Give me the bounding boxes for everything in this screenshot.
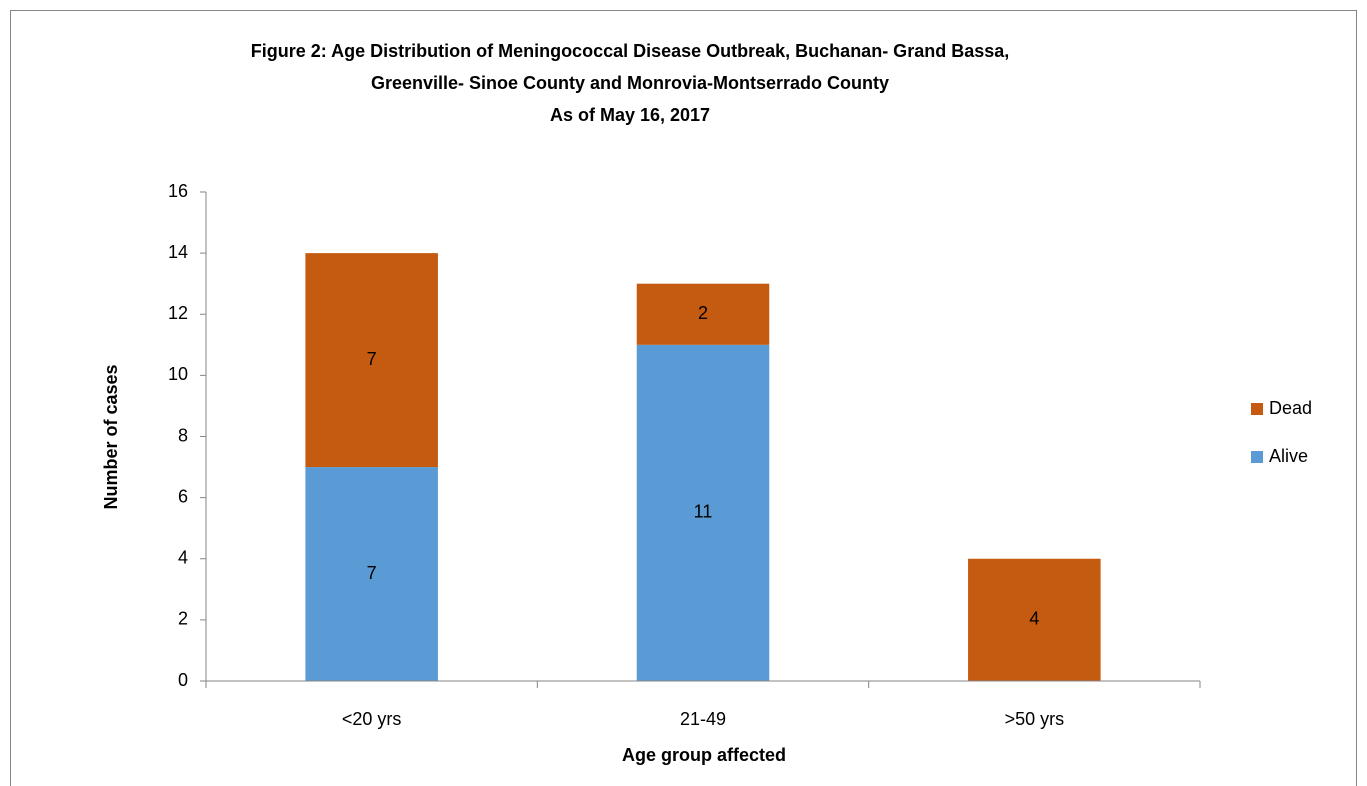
bar-segment [305, 253, 438, 468]
legend-swatch [1251, 403, 1263, 415]
bar-segment [636, 344, 770, 681]
data-label: 7 [367, 349, 377, 369]
legend-swatch [1251, 451, 1263, 463]
y-tick-label: 16 [168, 181, 188, 201]
y-tick-label: 4 [178, 548, 188, 568]
bar-segment [968, 558, 1101, 681]
y-tick-label: 0 [178, 670, 188, 690]
y-tick-label: 8 [178, 425, 188, 445]
y-tick-label: 2 [178, 609, 188, 629]
x-tick-label: 21-49 [680, 709, 726, 729]
chart-title: Figure 2: Age Distribution of Meningococ… [251, 41, 1010, 61]
chart-title: Greenville- Sinoe County and Monrovia-Mo… [371, 73, 889, 93]
y-axis-title: Number of cases [101, 364, 121, 509]
chart-title: As of May 16, 2017 [550, 105, 710, 125]
data-label: 4 [1029, 609, 1039, 629]
chart-frame [10, 10, 1357, 786]
x-tick-label: <20 yrs [342, 709, 402, 729]
y-tick-label: 6 [178, 486, 188, 506]
x-axis-title: Age group affected [622, 745, 786, 765]
bar-segment [305, 467, 438, 681]
data-label: 7 [367, 563, 377, 583]
data-label: 11 [694, 502, 713, 522]
x-tick-label: >50 yrs [1005, 709, 1065, 729]
legend-label: Alive [1269, 446, 1308, 466]
y-tick-label: 12 [168, 303, 188, 323]
legend-label: Dead [1269, 398, 1312, 418]
y-tick-label: 14 [168, 242, 188, 262]
y-tick-label: 10 [168, 364, 188, 384]
data-label: 2 [698, 303, 708, 323]
bar-segment [636, 283, 770, 345]
